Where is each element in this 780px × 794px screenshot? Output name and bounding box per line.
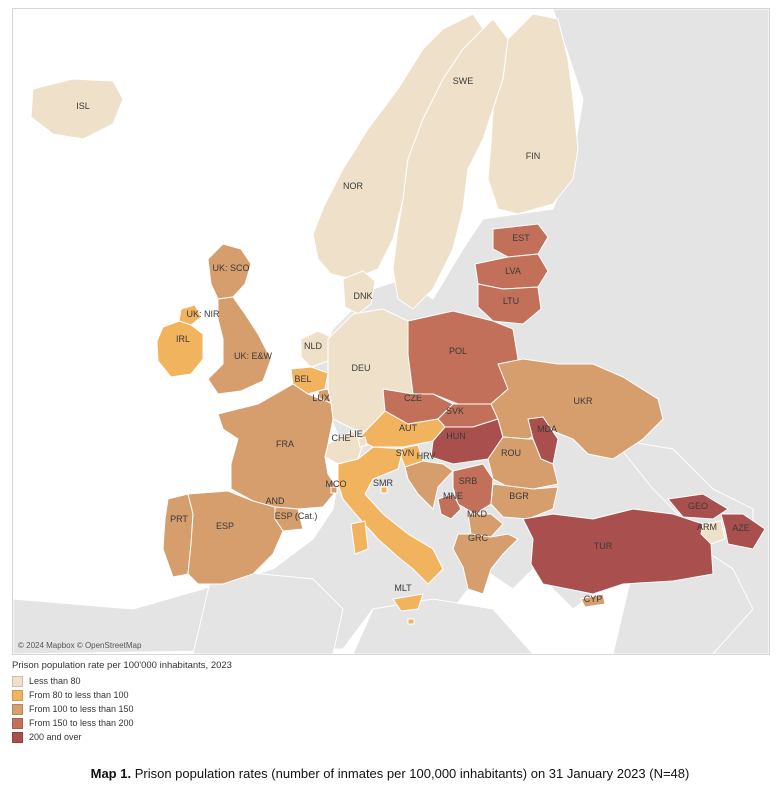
country-ita-sardinia[interactable] bbox=[350, 520, 369, 555]
country-label: LUX bbox=[312, 393, 330, 403]
country-fra[interactable] bbox=[217, 383, 339, 510]
legend-swatch bbox=[12, 689, 23, 701]
country-label: ROU bbox=[501, 448, 521, 458]
country-grc[interactable] bbox=[452, 533, 519, 595]
country-label: CZE bbox=[404, 393, 422, 403]
country-label: GRC bbox=[468, 533, 489, 543]
country-ltu[interactable] bbox=[477, 283, 542, 325]
country-label: UK: NIR bbox=[186, 309, 220, 319]
legend-label: From 100 to less than 150 bbox=[29, 704, 134, 714]
country-label: MLT bbox=[394, 583, 412, 593]
country-hrv[interactable] bbox=[404, 460, 454, 510]
country-label: EST bbox=[512, 233, 530, 243]
country-label: POL bbox=[449, 346, 467, 356]
legend-item-4[interactable]: 200 and over bbox=[12, 730, 412, 744]
legend-swatch bbox=[12, 731, 23, 743]
legend-swatch bbox=[12, 675, 23, 687]
country-label: MCO bbox=[326, 479, 347, 489]
country-fin[interactable] bbox=[487, 13, 579, 215]
country-dnk[interactable] bbox=[342, 270, 376, 315]
country-pol[interactable] bbox=[407, 310, 519, 405]
country-mlt[interactable] bbox=[407, 618, 415, 625]
country-label: CYP bbox=[584, 594, 603, 604]
country-label: ESP (Cat.) bbox=[275, 511, 318, 521]
legend-swatch bbox=[12, 717, 23, 729]
country-tur[interactable] bbox=[522, 508, 714, 595]
country-irl[interactable] bbox=[156, 320, 204, 378]
country-uk-ew[interactable] bbox=[207, 296, 272, 395]
country-label: AZE bbox=[732, 523, 750, 533]
country-label: SVK bbox=[446, 406, 464, 416]
country-esp[interactable] bbox=[187, 490, 284, 585]
country-uk-sco[interactable] bbox=[207, 243, 252, 300]
country-label: SMR bbox=[373, 478, 394, 488]
country-swe[interactable] bbox=[392, 18, 509, 310]
country-rou[interactable] bbox=[487, 436, 559, 490]
country-label: DEU bbox=[351, 363, 370, 373]
country-isl[interactable] bbox=[30, 78, 124, 140]
country-label: BGR bbox=[509, 491, 529, 501]
country-label: AUT bbox=[399, 423, 418, 433]
country-label: MDA bbox=[537, 424, 557, 434]
legend-label: Less than 80 bbox=[29, 676, 81, 686]
country-uk-nir[interactable] bbox=[178, 304, 202, 326]
map-caption: Map 1. Prison population rates (number o… bbox=[0, 766, 780, 781]
country-label: NLD bbox=[304, 341, 323, 351]
caption-number: Map 1. bbox=[90, 766, 132, 781]
country-label: GEO bbox=[688, 501, 708, 511]
legend-title: Prison population rate per 100'000 inhab… bbox=[12, 660, 232, 671]
country-label: BEL bbox=[294, 374, 311, 384]
country-label: LIE bbox=[349, 429, 363, 439]
country-label: FRA bbox=[276, 439, 294, 449]
country-label: IRL bbox=[176, 334, 190, 344]
legend-item-0[interactable]: Less than 80 bbox=[12, 674, 412, 688]
country-lie[interactable] bbox=[357, 436, 368, 448]
legend: Prison population rate per 100'000 inhab… bbox=[12, 660, 412, 744]
caption-text: Prison population rates (number of inmat… bbox=[131, 766, 690, 781]
country-label: SVN bbox=[396, 448, 415, 458]
country-label: UK: SCO bbox=[212, 263, 249, 273]
country-label: ISL bbox=[76, 101, 90, 111]
legend-item-3[interactable]: From 150 to less than 200 bbox=[12, 716, 412, 730]
country-ita-sicily[interactable] bbox=[392, 593, 424, 612]
map-attribution: © 2024 Mapbox © OpenStreetMap bbox=[18, 641, 142, 650]
country-mco[interactable] bbox=[330, 486, 338, 494]
country-label: NOR bbox=[343, 181, 364, 191]
legend-item-1[interactable]: From 80 to less than 100 bbox=[12, 688, 412, 702]
legend-label: 200 and over bbox=[29, 732, 82, 742]
country-label: UK: E&W bbox=[234, 351, 273, 361]
legend-label: From 150 to less than 200 bbox=[29, 718, 134, 728]
country-label: ESP bbox=[216, 521, 234, 531]
map-panel[interactable]: ISL SWE FIN NOR DNK EST LVA LTU UK: SCO UK: NIR IR… bbox=[12, 8, 770, 655]
country-smr[interactable] bbox=[380, 486, 388, 494]
europe-map[interactable]: ISL SWE FIN NOR DNK EST LVA LTU UK: SCO UK: NIR IR… bbox=[13, 9, 769, 654]
country-label: LTU bbox=[503, 296, 519, 306]
country-aze[interactable] bbox=[720, 513, 766, 550]
country-mne[interactable] bbox=[437, 493, 462, 520]
country-label: ARM bbox=[697, 522, 717, 532]
country-label: TUR bbox=[594, 541, 613, 551]
country-ita[interactable] bbox=[337, 446, 444, 585]
country-label: HRV bbox=[417, 451, 436, 461]
country-mkd[interactable] bbox=[467, 513, 504, 538]
country-label: MKD bbox=[467, 509, 488, 519]
country-bgr[interactable] bbox=[490, 483, 559, 520]
country-label: UKR bbox=[573, 396, 593, 406]
country-cyp[interactable] bbox=[580, 593, 606, 608]
country-label: FIN bbox=[526, 151, 541, 161]
country-label: MNE bbox=[443, 491, 463, 501]
country-srb[interactable] bbox=[452, 463, 494, 515]
country-label: LVA bbox=[505, 266, 521, 276]
legend-swatch bbox=[12, 703, 23, 715]
country-label: SWE bbox=[453, 76, 474, 86]
country-label: CHE bbox=[331, 433, 350, 443]
country-label: SRB bbox=[459, 476, 478, 486]
country-label: DNK bbox=[353, 291, 372, 301]
country-label: HUN bbox=[446, 431, 466, 441]
legend-label: From 80 to less than 100 bbox=[29, 690, 129, 700]
country-label: PRT bbox=[170, 514, 188, 524]
legend-item-2[interactable]: From 100 to less than 150 bbox=[12, 702, 412, 716]
country-label: AND bbox=[265, 496, 285, 506]
